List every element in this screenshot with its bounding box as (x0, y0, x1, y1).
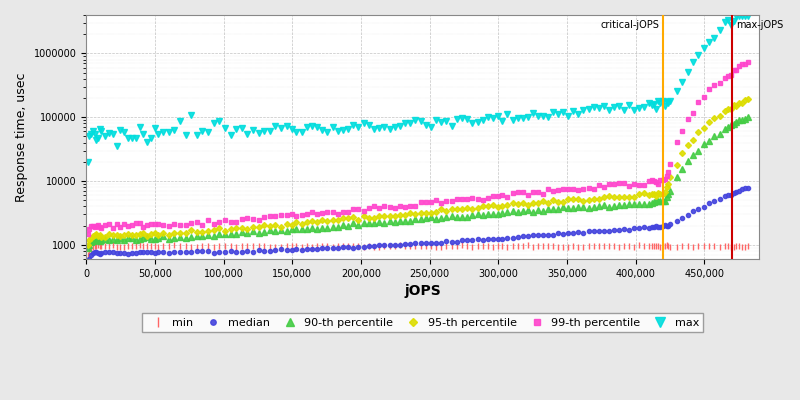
min (226, 244, 235, 248)
95-th percentile (131, 232, 141, 237)
min (743, 243, 753, 248)
max (483, 115, 493, 120)
Text: critical-jOPS: critical-jOPS (600, 20, 659, 30)
Line: 99-th percentile: 99-th percentile (86, 60, 750, 236)
95-th percentile (254, 224, 263, 229)
Legend: min, median, 90-th percentile, 95-th percentile, 99-th percentile, max: min, median, 90-th percentile, 95-th per… (142, 313, 703, 332)
max (220, 126, 230, 131)
90-th percentile (131, 237, 141, 242)
median (483, 237, 493, 242)
median (743, 185, 753, 190)
median (220, 250, 230, 254)
95-th percentile (82, 242, 92, 247)
max (82, 159, 92, 164)
99-th percentile (226, 220, 235, 224)
90-th percentile (226, 232, 235, 237)
99-th percentile (421, 199, 430, 204)
max (421, 122, 430, 127)
95-th percentile (743, 96, 753, 101)
99-th percentile (743, 60, 753, 65)
median (131, 250, 141, 255)
Line: max: max (84, 13, 752, 165)
min (82, 252, 92, 257)
median (226, 248, 235, 253)
max (226, 133, 235, 138)
95-th percentile (421, 211, 430, 216)
median (82, 262, 92, 266)
Text: max-jOPS: max-jOPS (736, 20, 783, 30)
Y-axis label: Response time, usec: Response time, usec (15, 72, 28, 202)
max (254, 130, 263, 135)
95-th percentile (483, 204, 493, 208)
median (254, 248, 263, 253)
90-th percentile (254, 230, 263, 235)
90-th percentile (421, 216, 430, 221)
min (426, 244, 436, 249)
min (488, 244, 498, 249)
99-th percentile (483, 196, 493, 200)
99-th percentile (131, 221, 141, 226)
Line: median: median (86, 186, 750, 266)
min (170, 243, 179, 248)
max (732, 14, 742, 19)
99-th percentile (254, 218, 263, 222)
max (743, 14, 753, 19)
X-axis label: jOPS: jOPS (404, 284, 441, 298)
90-th percentile (743, 115, 753, 120)
99-th percentile (82, 231, 92, 236)
Line: min: min (84, 242, 752, 258)
min (259, 243, 269, 248)
Line: 95-th percentile: 95-th percentile (86, 97, 750, 247)
99-th percentile (220, 218, 230, 223)
min (231, 244, 241, 249)
median (421, 241, 430, 246)
max (131, 135, 141, 140)
min (131, 243, 141, 248)
90-th percentile (220, 232, 230, 236)
Line: 90-th percentile: 90-th percentile (85, 114, 751, 250)
90-th percentile (483, 212, 493, 216)
90-th percentile (82, 245, 92, 250)
95-th percentile (220, 229, 230, 234)
95-th percentile (226, 227, 235, 232)
